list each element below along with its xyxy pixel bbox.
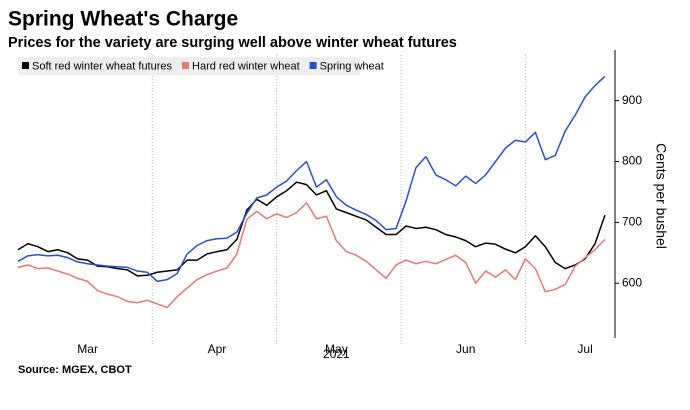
legend-label: Soft red winter wheat futures <box>32 60 173 72</box>
x-sublabel: 2021 <box>323 347 350 361</box>
series-line <box>17 75 606 283</box>
x-tick-label: Mar <box>77 342 98 356</box>
source: Source: MGEX, CBOT <box>18 364 132 376</box>
legend-label: Hard red winter wheat <box>192 60 300 72</box>
chart-title: Spring Wheat's Charge <box>8 8 238 31</box>
legend-label: Spring wheat <box>320 60 384 72</box>
chart-subtitle: Prices for the variety are surging well … <box>8 35 457 51</box>
y-tick-label: 600 <box>622 275 642 289</box>
x-tick-label: May <box>325 342 348 356</box>
x-tick-label: Jul <box>577 342 592 356</box>
legend-swatch <box>182 62 190 69</box>
y-tick-label: 900 <box>622 93 642 107</box>
legend: Soft red winter wheat futures Hard red wi… <box>18 57 384 75</box>
y-tick-label: 800 <box>622 154 642 168</box>
series-line <box>17 202 606 309</box>
legend-swatch <box>309 62 317 69</box>
y-tick-label: 700 <box>622 215 642 229</box>
legend-swatch <box>22 62 29 69</box>
y-axis-label: Cents per bushel <box>653 143 669 249</box>
x-tick-label: Apr <box>208 342 227 356</box>
series-line <box>17 181 606 277</box>
x-tick-label: Jun <box>456 342 475 356</box>
